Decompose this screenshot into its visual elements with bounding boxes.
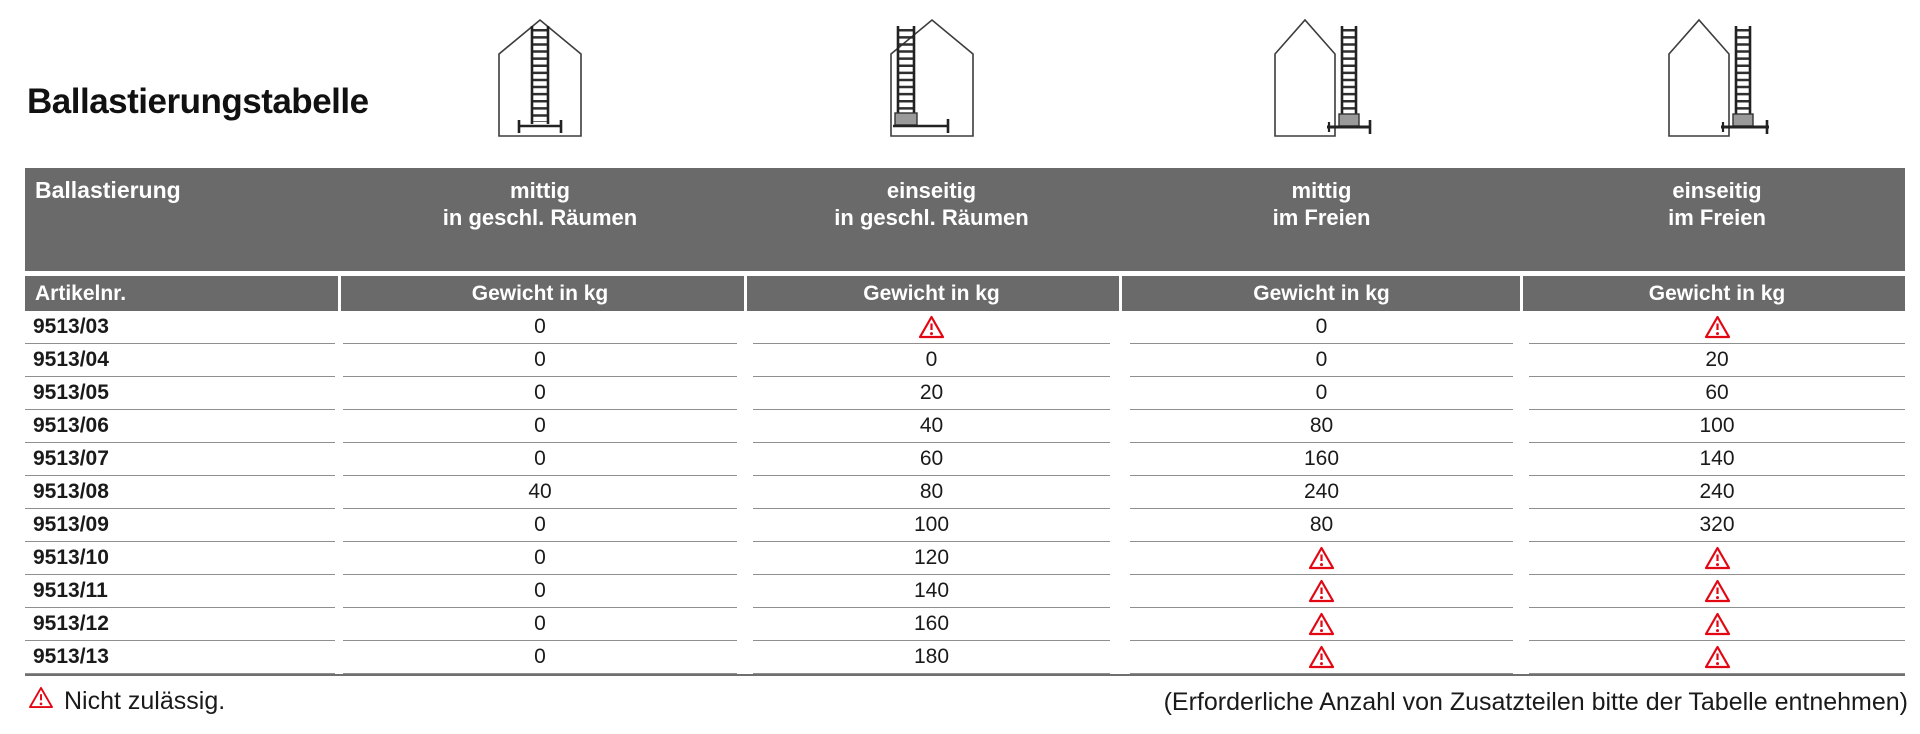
legend-not-permitted: Nicht zulässig. — [28, 686, 225, 716]
column-divider — [337, 276, 341, 311]
warning-icon — [1130, 641, 1513, 674]
weight-value: 140 — [753, 575, 1110, 608]
warning-icon — [1529, 575, 1905, 608]
table-row: 9513/04 0 0 0 20 — [25, 344, 1905, 377]
table-row: 9513/08 40 80 240 240 — [25, 476, 1905, 509]
table-row: 9513/12 0 160 — [25, 608, 1905, 641]
weight-value: 0 — [1130, 344, 1513, 377]
article-number: 9513/13 — [25, 641, 335, 674]
table-body: 9513/03 0 0 9513/04 0 0 0 20 9513/05 0 20 0 60 9513/0… — [25, 311, 1905, 676]
weight-value: 100 — [1529, 410, 1905, 443]
weight-value: 20 — [1529, 344, 1905, 377]
weight-value: 80 — [753, 476, 1110, 509]
warning-icon — [753, 311, 1110, 344]
article-number: 9513/05 — [25, 377, 335, 410]
col-header-einseitig-geschl: einseitig in geschl. Räumen — [834, 178, 1029, 230]
column-divider — [1519, 276, 1523, 311]
weight-value: 80 — [1130, 410, 1513, 443]
ladder-one-sided-outdoor-icon — [1661, 12, 1771, 142]
article-number: 9513/09 — [25, 509, 335, 542]
weight-col-header: Gewicht in kg — [471, 281, 609, 305]
article-number: 9513/10 — [25, 542, 335, 575]
column-divider — [1118, 276, 1122, 311]
weight-col-header: Gewicht in kg — [1648, 281, 1786, 305]
weight-value: 0 — [343, 410, 737, 443]
weight-value: 0 — [343, 377, 737, 410]
table-row: 9513/07 0 60 160 140 — [25, 443, 1905, 476]
weight-value: 0 — [343, 641, 737, 674]
weight-value: 80 — [1130, 509, 1513, 542]
weight-value: 120 — [753, 542, 1110, 575]
weight-value: 20 — [753, 377, 1110, 410]
warning-icon — [1529, 311, 1905, 344]
table-row: 9513/10 0 120 — [25, 542, 1905, 575]
corner-label: Ballastierung — [35, 177, 181, 203]
weight-value: 240 — [1130, 476, 1513, 509]
weight-value: 0 — [343, 311, 737, 344]
col-header-mittig-freien: mittig im Freien — [1272, 178, 1371, 230]
warning-icon — [1529, 542, 1905, 575]
warning-icon — [1529, 608, 1905, 641]
article-number: 9513/06 — [25, 410, 335, 443]
article-number: 9513/03 — [25, 311, 335, 344]
column-divider — [743, 276, 747, 311]
weight-value: 160 — [753, 608, 1110, 641]
ladder-one-sided-indoor-icon — [877, 12, 987, 142]
col-header-einseitig-freien: einseitig im Freien — [1668, 178, 1766, 230]
weight-value: 60 — [753, 443, 1110, 476]
footer: Nicht zulässig. (Erforderliche Anzahl vo… — [0, 686, 1920, 726]
weight-value: 100 — [753, 509, 1110, 542]
ballast-table: Ballastierung mittig in geschl. Räumen e… — [25, 168, 1905, 676]
table-row: 9513/11 0 140 — [25, 575, 1905, 608]
weight-value: 0 — [753, 344, 1110, 377]
ladder-centered-indoor-icon — [485, 12, 595, 142]
weight-value: 0 — [343, 344, 737, 377]
warning-icon — [1130, 575, 1513, 608]
table-row: 9513/05 0 20 0 60 — [25, 377, 1905, 410]
table-header-row: Ballastierung mittig in geschl. Räumen e… — [25, 168, 1905, 271]
weight-value: 240 — [1529, 476, 1905, 509]
article-number: 9513/11 — [25, 575, 335, 608]
weight-value: 40 — [753, 410, 1110, 443]
weight-value: 60 — [1529, 377, 1905, 410]
article-number: 9513/08 — [25, 476, 335, 509]
article-number: 9513/04 — [25, 344, 335, 377]
warning-icon — [1529, 641, 1905, 674]
ladder-centered-outdoor-icon — [1267, 12, 1377, 142]
table-row: 9513/06 0 40 80 100 — [25, 410, 1905, 443]
weight-col-header: Gewicht in kg — [1253, 281, 1390, 305]
table-subheader-row: Artikelnr. Gewicht in kg Gewicht in kg G… — [25, 276, 1905, 311]
warning-icon — [1130, 608, 1513, 641]
weight-value: 160 — [1130, 443, 1513, 476]
weight-value: 320 — [1529, 509, 1905, 542]
weight-value: 180 — [753, 641, 1110, 674]
page-title: Ballastierungstabelle — [27, 82, 369, 121]
warning-icon — [1130, 542, 1513, 575]
weight-col-header: Gewicht in kg — [863, 281, 1000, 305]
warning-icon — [28, 686, 54, 716]
weight-value: 0 — [343, 575, 737, 608]
weight-value: 0 — [1130, 311, 1513, 344]
weight-value: 0 — [1130, 377, 1513, 410]
article-col-header: Artikelnr. — [35, 281, 127, 305]
weight-value: 0 — [343, 509, 737, 542]
weight-value: 140 — [1529, 443, 1905, 476]
article-number: 9513/07 — [25, 443, 335, 476]
header-divider — [25, 271, 1905, 276]
table-row: 9513/09 0 100 80 320 — [25, 509, 1905, 542]
table-row: 9513/03 0 0 — [25, 311, 1905, 344]
col-header-mittig-geschl: mittig in geschl. Räumen — [442, 178, 638, 230]
weight-value: 0 — [343, 542, 737, 575]
article-number: 9513/12 — [25, 608, 335, 641]
weight-value: 40 — [343, 476, 737, 509]
footer-note: (Erforderliche Anzahl von Zusatzteilen b… — [1163, 688, 1908, 716]
configuration-icons-row — [0, 12, 1920, 144]
legend-text: Nicht zulässig. — [64, 686, 226, 715]
table-row: 9513/13 0 180 — [25, 641, 1905, 674]
weight-value: 0 — [343, 443, 737, 476]
weight-value: 0 — [343, 608, 737, 641]
